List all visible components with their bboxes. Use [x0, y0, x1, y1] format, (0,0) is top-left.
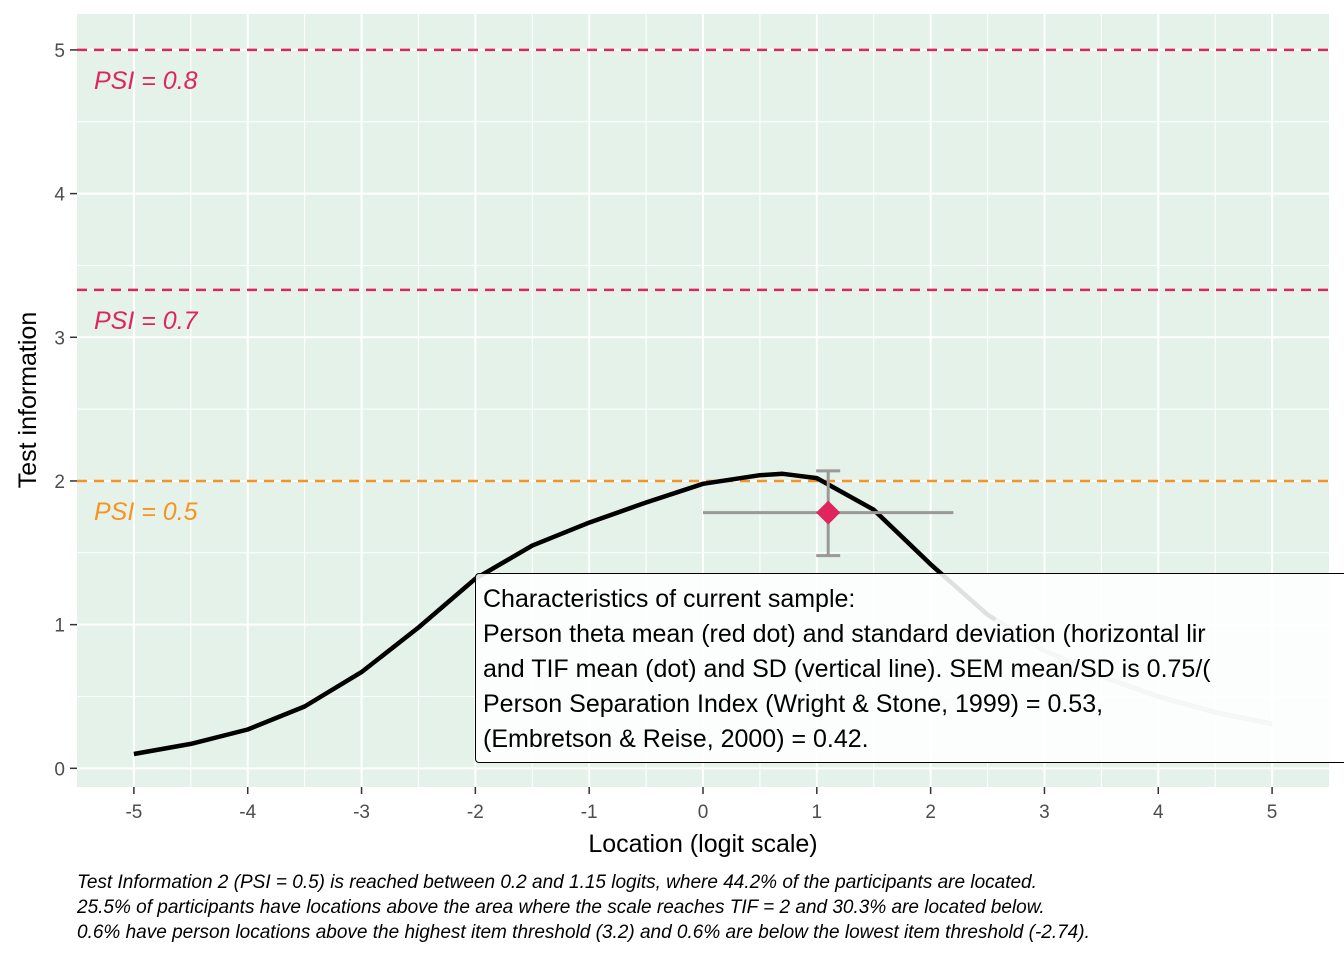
annotation-line: Person theta mean (red dot) and standard…: [483, 620, 1206, 648]
sample-mean-diamond: [816, 500, 841, 525]
y-tick-label: 4: [54, 185, 65, 206]
x-axis-title: Location (logit scale): [588, 830, 817, 858]
x-tick-label: 4: [1153, 802, 1164, 823]
y-axis: 0 1 2 3 4 5: [54, 41, 77, 780]
x-tick-label: 1: [812, 802, 823, 823]
sample-characteristics-box: Characteristics of current sample: Perso…: [475, 573, 1344, 763]
annotation-line: Characteristics of current sample:: [483, 585, 856, 613]
caption-line: 0.6% have person locations above the hig…: [77, 922, 1090, 943]
y-tick-label: 2: [54, 472, 65, 493]
y-tick-label: 0: [54, 759, 65, 780]
x-tick-label: -2: [467, 802, 484, 823]
x-tick-label: 5: [1267, 802, 1278, 823]
y-tick-label: 5: [54, 41, 65, 62]
x-tick-label: -5: [125, 802, 142, 823]
x-tick-label: 3: [1039, 802, 1050, 823]
annotation-line: and TIF mean (dot) and SD (vertical line…: [483, 655, 1211, 683]
x-tick-label: -4: [239, 802, 256, 823]
psi-label: PSI = 0.5: [94, 498, 198, 526]
annotation-line: (Embretson & Reise, 2000) = 0.42.: [483, 725, 869, 753]
x-tick-label: -3: [353, 802, 370, 823]
psi-reference-lines: PSI = 0.8 PSI = 0.7 PSI = 0.5: [77, 48, 1329, 526]
caption-line: 25.5% of participants have locations abo…: [77, 897, 1045, 918]
sample-point: [816, 500, 841, 525]
psi-label: PSI = 0.8: [94, 67, 198, 95]
y-tick-label: 1: [54, 616, 65, 637]
psi-label: PSI = 0.7: [94, 307, 199, 335]
x-tick-label: 0: [698, 802, 709, 823]
annotation-line: Person Separation Index (Wright & Stone,…: [483, 690, 1104, 718]
y-axis-title: Test information: [14, 312, 42, 488]
y-tick-label: 3: [54, 328, 65, 349]
x-tick-label: -1: [581, 802, 598, 823]
x-axis: -5 -4 -3 -2 -1 0 1 2 3 4 5: [125, 787, 1277, 823]
x-tick-label: 2: [925, 802, 936, 823]
caption-line: Test Information 2 (PSI = 0.5) is reache…: [77, 872, 1037, 893]
